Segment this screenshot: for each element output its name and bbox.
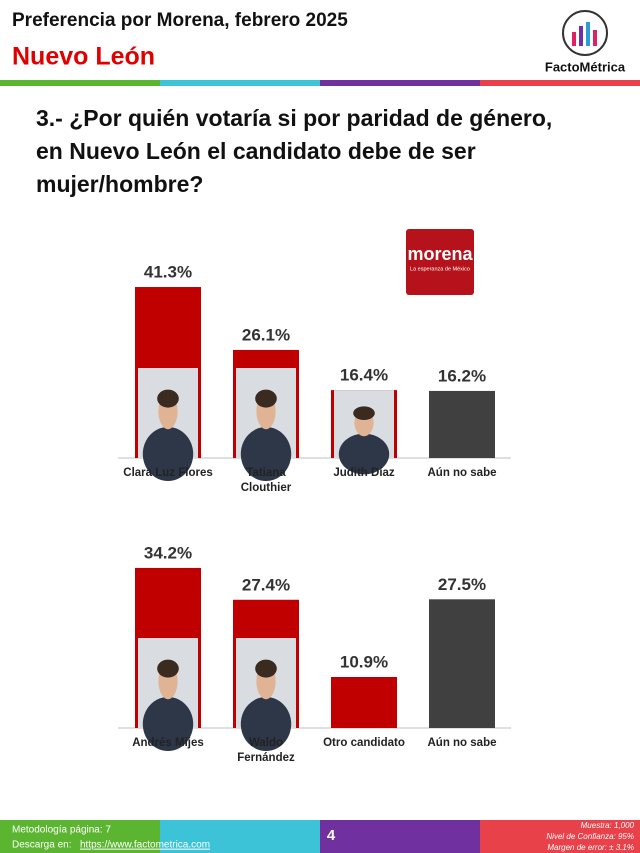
candidate-photo: [138, 638, 198, 751]
value-label: 27.4%: [242, 575, 290, 594]
category-label: Otro candidato: [323, 737, 405, 749]
photo-hair: [157, 389, 179, 408]
value-label: 41.3%: [144, 263, 192, 282]
bar: [429, 599, 495, 728]
value-label: 16.2%: [438, 366, 486, 385]
category-label-box: Judith Díaz: [333, 467, 395, 479]
brand-logo: FactoMétrica: [545, 10, 626, 74]
party-tagline: La esperanza de México: [410, 266, 470, 272]
party-logo: morena La esperanza de México: [406, 229, 474, 295]
methodology: Metodología página: 7: [12, 825, 111, 836]
photo-body: [240, 427, 292, 481]
category-label-box: Tatiana Clouthier: [240, 467, 292, 494]
category-label: Andrés Mijes: [132, 737, 204, 749]
download-label: Descarga en:: [12, 840, 71, 851]
party-name: morena: [407, 244, 473, 264]
candidate-photo: [334, 390, 394, 475]
value-label: 10.9%: [340, 652, 388, 671]
category-label-box: Andrés Mijes: [132, 737, 204, 749]
category-label: Judith Díaz: [333, 467, 395, 479]
confidence: Nivel de Confianza: 95%: [546, 832, 634, 841]
question-line: mujer/hombre?: [36, 171, 203, 197]
photo-body: [142, 427, 194, 481]
margin: Margen de error: ± 3.1%: [547, 843, 634, 852]
photo-body: [338, 433, 390, 475]
category-label-box: Waldo Fernández: [237, 737, 295, 764]
category-label: Aún no sabe: [427, 467, 497, 479]
category-label: Aún no sabe: [427, 737, 497, 749]
category-label: Waldo Fernández: [237, 737, 295, 764]
category-label: Clara Luz Flores: [123, 467, 213, 479]
color-strip: [0, 80, 640, 86]
category-label-box: Aún no sabe: [427, 467, 497, 479]
value-label: 26.1%: [242, 325, 290, 344]
photo-body: [240, 697, 292, 751]
region-title: Nuevo León: [12, 43, 155, 71]
category-label-box: Clara Luz Flores: [123, 467, 213, 479]
value-label: 16.4%: [340, 366, 388, 385]
category-label: Tatiana Clouthier: [240, 467, 292, 494]
bar: [331, 676, 397, 728]
brand-name: FactoMétrica: [545, 59, 626, 74]
question-line: en Nuevo León el candidato debe de ser: [36, 138, 476, 164]
bar: [429, 390, 495, 458]
value-label: 34.2%: [144, 543, 192, 562]
candidate-photo: [236, 638, 296, 751]
category-label-box: Otro candidato: [323, 737, 405, 749]
question-line: 3.- ¿Por quién votaría si por paridad de…: [36, 105, 552, 131]
page-title: Preferencia por Morena, febrero 2025: [12, 10, 348, 31]
sample: Muestra: 1,000: [581, 821, 635, 830]
candidate-photo: [138, 368, 198, 481]
photo-body: [142, 697, 194, 751]
photo-hair: [255, 659, 277, 678]
download-link[interactable]: https://www.factometrica.com: [80, 840, 210, 851]
category-label-box: Aún no sabe: [427, 737, 497, 749]
photo-hair: [255, 389, 277, 408]
value-label: 27.5%: [438, 575, 486, 594]
footer: Metodología página: 7 Descarga en: https…: [0, 820, 640, 853]
photo-hair: [157, 659, 179, 678]
candidate-photo: [236, 368, 296, 481]
photo-hair: [353, 406, 375, 420]
page-number: 4: [327, 827, 336, 844]
